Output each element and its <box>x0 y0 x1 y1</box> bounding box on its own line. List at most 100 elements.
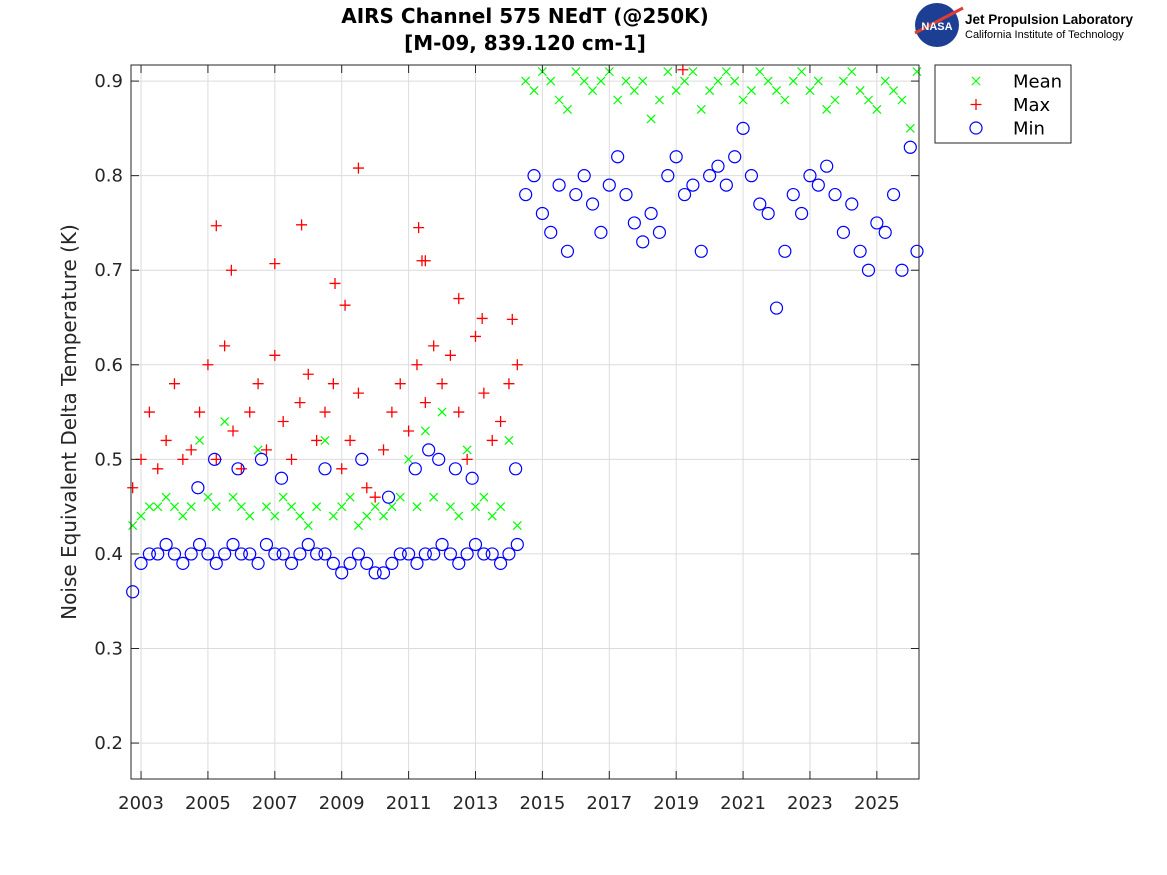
max-point <box>210 453 222 465</box>
plot-frame <box>130 64 920 780</box>
mean-point <box>671 85 681 96</box>
min-point <box>435 537 449 552</box>
min-point <box>218 547 232 561</box>
x-tick-label: 2021 <box>720 793 766 814</box>
min-point <box>836 225 851 239</box>
mean-point <box>646 114 656 124</box>
mean-point <box>136 511 146 521</box>
min-point <box>493 556 508 570</box>
mean-point <box>303 521 313 531</box>
mean-point <box>763 76 773 86</box>
mean-point <box>613 95 623 105</box>
mean-point <box>897 95 907 105</box>
y-tick-label: 0.4 <box>94 544 123 565</box>
mean-point <box>420 426 430 436</box>
min-point <box>410 556 424 570</box>
min-point <box>828 187 842 202</box>
min-point <box>151 547 165 561</box>
min-point <box>201 547 215 561</box>
max-point <box>453 406 465 418</box>
max-point <box>302 368 314 380</box>
min-point <box>408 462 422 476</box>
min-point <box>167 547 182 561</box>
max-point <box>419 255 431 267</box>
min-point <box>485 547 499 561</box>
min-point <box>910 244 924 258</box>
mean-point <box>780 95 790 105</box>
max-point <box>219 340 231 352</box>
series-mean <box>128 67 922 531</box>
y-tick-label: 0.5 <box>94 449 123 470</box>
legend-item-max: Max <box>970 95 1051 116</box>
min-point <box>402 547 416 561</box>
max-point <box>127 482 139 494</box>
min-point <box>335 566 349 580</box>
x-tick-label: 2013 <box>453 793 499 814</box>
min-point <box>552 178 566 192</box>
mean-point <box>203 492 213 502</box>
min-point <box>355 452 369 466</box>
min-point <box>535 206 549 221</box>
min-point <box>719 178 733 192</box>
max-point <box>469 330 481 342</box>
mean-point <box>328 511 338 521</box>
min-point <box>619 187 633 202</box>
min-point <box>811 178 825 192</box>
mean-point <box>261 502 272 512</box>
min-point <box>134 556 148 570</box>
max-point <box>294 397 306 409</box>
max-point <box>411 359 423 371</box>
y-axis-label: Noise Equivalent Delta Temperature (K) <box>57 224 81 620</box>
mean-point <box>211 502 221 512</box>
mean-point <box>830 95 840 105</box>
max-point <box>329 277 341 289</box>
min-point <box>736 121 750 135</box>
y-tick-label: 0.6 <box>94 355 123 376</box>
mean-point <box>470 502 481 512</box>
min-point <box>594 225 608 239</box>
mean-point <box>679 76 690 86</box>
max-point <box>403 425 415 437</box>
caltech-name: California Institute of Technology <box>965 29 1124 41</box>
min-point <box>432 452 446 466</box>
min-point <box>465 471 479 485</box>
min-point <box>803 169 817 183</box>
min-point <box>368 566 382 580</box>
min-point <box>509 462 523 476</box>
min-point <box>251 556 265 570</box>
min-point <box>519 187 533 202</box>
mean-point <box>738 95 748 105</box>
max-point <box>194 406 206 418</box>
mean-point <box>863 95 874 105</box>
title-line-2: [M-09, 839.120 cm-1] <box>404 31 646 55</box>
max-point <box>143 406 155 418</box>
min-point <box>903 140 917 154</box>
max-point <box>436 378 448 390</box>
min-point <box>728 150 742 164</box>
min-point <box>254 452 269 466</box>
max-point <box>210 220 222 232</box>
x-tick-label: 2003 <box>118 793 164 814</box>
min-point <box>644 206 658 221</box>
max-point <box>428 340 440 352</box>
min-point <box>176 556 190 570</box>
x-tick-label: 2023 <box>787 793 833 814</box>
series-max <box>127 64 689 503</box>
mean-point <box>512 521 522 531</box>
mean-point <box>663 67 673 77</box>
max-point <box>511 359 523 371</box>
max-point <box>235 463 247 475</box>
min-point <box>602 178 616 192</box>
min-point <box>274 471 289 485</box>
min-point <box>769 301 784 315</box>
mean-point <box>629 85 639 96</box>
min-point <box>703 169 717 183</box>
mean-point <box>479 492 489 502</box>
mean-point <box>638 76 648 86</box>
mean-point <box>554 95 564 105</box>
min-point <box>652 225 667 239</box>
max-point <box>453 293 465 305</box>
min-point <box>744 169 759 183</box>
max-point <box>296 219 308 231</box>
